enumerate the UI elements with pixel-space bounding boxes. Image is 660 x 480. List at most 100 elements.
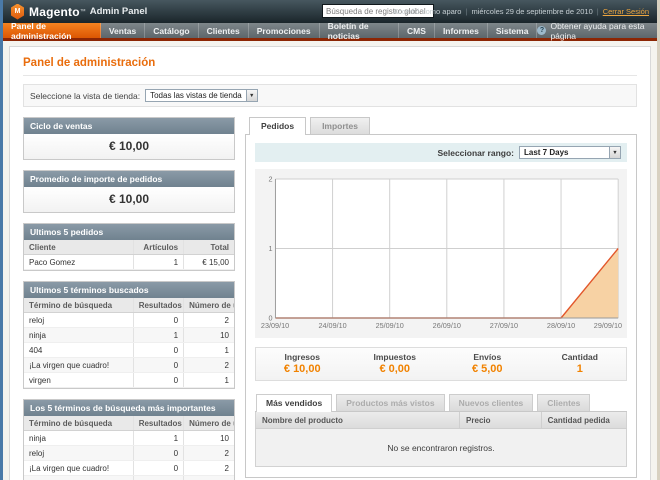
table-cell: 2 — [183, 445, 234, 461]
average-orders-box: Promedio de importe de pedidos € 10,00 — [23, 170, 235, 213]
table-cell: 1 — [183, 475, 234, 480]
y-tick-label: 2 — [269, 174, 273, 183]
column-header-resultados: Resultados — [132, 298, 184, 313]
box-title: Ultimos 5 pedidos — [24, 224, 234, 240]
nav-item-clientes[interactable]: Clientes — [199, 23, 249, 38]
table-row: ninja 1 10 — [24, 327, 234, 343]
average-orders-value: € 10,00 — [24, 187, 234, 212]
page-help-link[interactable]: ? Obtener ayuda para esta página — [537, 21, 657, 41]
x-tick-label: 27/09/10 — [490, 321, 518, 330]
table-cell: 10 — [183, 327, 234, 343]
table-cell: 10 — [183, 430, 234, 446]
global-search-input[interactable] — [322, 4, 434, 18]
tab-mas-vendidos[interactable]: Más vendidos — [256, 394, 333, 412]
column-header-total: Total — [183, 240, 234, 255]
tab-clientes[interactable]: Clientes — [537, 394, 591, 411]
table-row: virgen 0 1 — [24, 372, 234, 388]
chevron-down-icon: ▼ — [609, 147, 620, 158]
column-header-numero-de-usos: Número de usos — [183, 416, 234, 431]
nav-item-boletin-de-noticias[interactable]: Boletín de noticias — [320, 21, 400, 41]
table-cell: 0 — [132, 372, 184, 388]
range-selector-bar: Seleccionar rango: Last 7 Days ▼ — [255, 143, 627, 162]
column-header-termino-de-busqueda: Término de búsqueda — [24, 298, 134, 313]
main-nav: Panel de administración Ventas Catálogo Cli… — [3, 21, 657, 41]
stat-impuestos: Impuestos € 0,00 — [349, 352, 442, 375]
chevron-down-icon: ▼ — [245, 90, 257, 101]
table-cell: reloj — [24, 445, 134, 461]
nav-item-catalogo[interactable]: Catálogo — [145, 23, 199, 38]
tab-importes[interactable]: Importes — [310, 117, 370, 134]
stat-label: Envíos — [473, 352, 502, 362]
table-cell: Paco Gomez — [24, 254, 134, 270]
nav-item-sistema[interactable]: Sistema — [488, 23, 538, 38]
left-column: Ciclo de ventas € 10,00 Promedio de impo… — [23, 117, 235, 480]
table-cell: 0 — [132, 475, 184, 480]
session-info: Accedió como aparo | miércoles 29 de sep… — [393, 0, 649, 23]
logo-subtitle: Admin Panel — [89, 6, 148, 17]
current-date: miércoles 29 de septiembre de 2010 — [471, 7, 593, 16]
box-title: Ultimos 5 términos buscados — [24, 282, 234, 298]
tab-pedidos[interactable]: Pedidos — [249, 117, 307, 135]
column-header-cantidad-pedida: Cantidad pedida — [540, 412, 627, 429]
store-view-value: Todas las vistas de tienda — [150, 91, 242, 100]
separator: | — [465, 7, 468, 16]
table-cell: € 15,00 — [183, 254, 234, 270]
x-tick-label: 29/09/10 — [594, 321, 622, 330]
grid-tabs: Más vendidos Productos más vistos Nuevos c… — [255, 394, 627, 412]
title-divider — [23, 75, 637, 76]
logo-title: Magento — [29, 4, 80, 19]
stat-label: Cantidad — [561, 352, 598, 362]
page-title: Panel de administración — [23, 57, 156, 69]
nav-item-panel-de-administracion[interactable]: Panel de administración — [3, 21, 101, 41]
table-row: Paco Gomez 1 € 15,00 — [24, 254, 234, 270]
x-tick-label: 25/09/10 — [376, 321, 404, 330]
nav-item-informes[interactable]: Informes — [435, 23, 488, 38]
column-header-numero-de-usos: Número de usos — [183, 298, 234, 313]
top-header: M Magento ™ Admin Panel Accedió como apa… — [3, 0, 657, 23]
column-header-precio: Precio — [459, 412, 542, 429]
tab-nuevos-clientes[interactable]: Nuevos clientes — [448, 394, 534, 411]
table-cell: ¡La virgen que cuadro! — [24, 460, 134, 476]
nav-item-promociones[interactable]: Promociones — [249, 23, 320, 38]
magento-logo-icon: M — [11, 3, 24, 20]
nav-item-ventas[interactable]: Ventas — [101, 23, 146, 38]
tab-productos-mas-vistos[interactable]: Productos más vistos — [336, 394, 445, 411]
stat-ingresos: Ingresos € 10,00 — [256, 352, 349, 375]
stat-value: € 0,00 — [379, 363, 411, 375]
table-cell: virgen — [24, 372, 134, 388]
column-header-resultados: Resultados — [132, 416, 184, 431]
chart-zone: 0 1 2 23/09/10 24/09/10 25/09/10 26/09/10 27/09… — [255, 169, 627, 338]
column-header-cliente: Cliente — [24, 240, 134, 255]
last-search-terms-box: Ultimos 5 términos buscados Término de b… — [23, 281, 235, 389]
grid-header-row: Nombre del producto Precio Cantidad pedida — [255, 412, 627, 429]
store-view-label: Seleccione la vista de tienda: — [30, 90, 141, 101]
orders-area-chart: 0 1 2 23/09/10 24/09/10 25/09/10 26/09/10 27/09… — [261, 174, 622, 330]
logout-link[interactable]: Cerrar Sesión — [602, 7, 649, 16]
lifetime-sales-box: Ciclo de ventas € 10,00 — [23, 117, 235, 160]
table-cell: 1 — [183, 342, 234, 358]
separator: | — [596, 7, 599, 16]
store-view-select[interactable]: Todas las vistas de tienda ▼ — [145, 89, 258, 102]
range-select[interactable]: Last 7 Days ▼ — [519, 146, 621, 159]
table-cell: 1 — [132, 254, 184, 270]
table-cell: 2 — [183, 460, 234, 476]
table-cell: 0 — [132, 312, 184, 328]
logged-in-as: Accedió como aparo — [393, 7, 462, 16]
nav-item-cms[interactable]: CMS — [399, 23, 435, 38]
x-tick-label: 23/09/10 — [261, 321, 289, 330]
box-title: Los 5 términos de búsqueda más important… — [24, 400, 234, 416]
column-header-termino-de-busqueda: Término de búsqueda — [24, 416, 134, 431]
products-grid: Nombre del producto Precio Cantidad pedida… — [255, 412, 627, 467]
last-orders-table: Cliente Artículos Total Paco Gomez 1 € 15,00 — [24, 240, 234, 270]
table-cell: 1 — [132, 430, 184, 446]
stat-value: € 10,00 — [283, 363, 321, 375]
x-tick-label: 24/09/10 — [318, 321, 346, 330]
table-cell: 2 — [183, 312, 234, 328]
table-row: ¡La virgen que cuadro! 0 2 — [24, 357, 234, 373]
table-cell: ninja — [24, 327, 134, 343]
table-cell: 0 — [132, 460, 184, 476]
